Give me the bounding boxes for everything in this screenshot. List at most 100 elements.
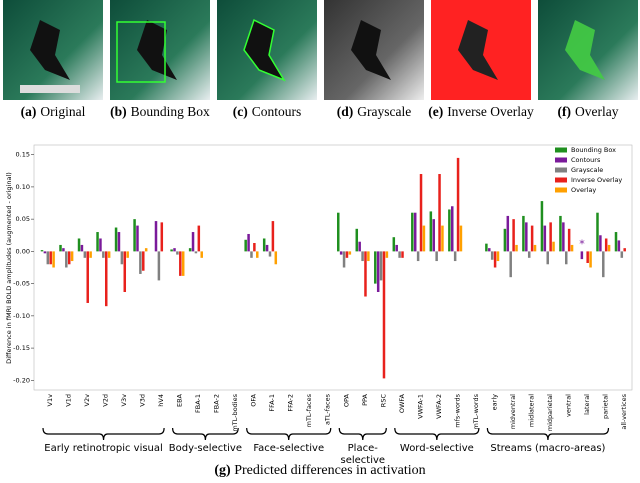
bar	[562, 222, 565, 252]
y-tick-label: -0.20	[13, 376, 30, 384]
bar	[432, 219, 435, 252]
x-tick-label: VWFA-2	[435, 394, 443, 419]
bar	[117, 232, 121, 252]
x-tick-label: aTL-faces	[324, 393, 332, 425]
images	[3, 0, 638, 100]
x-tick-label: V3d	[139, 394, 147, 407]
bar	[274, 251, 278, 265]
bar	[429, 211, 433, 252]
bar	[52, 251, 55, 268]
bar	[506, 215, 510, 252]
x-tick-label: OWFA	[398, 393, 406, 413]
x-tick-label: FFA-1	[268, 394, 276, 412]
bar	[451, 206, 454, 252]
bar	[614, 232, 618, 252]
panel-caption: (d) Grayscale	[321, 104, 427, 120]
bar	[355, 228, 359, 252]
bar	[485, 243, 488, 252]
bar	[416, 251, 420, 262]
bar	[253, 243, 256, 252]
bar	[509, 251, 512, 278]
bar	[65, 251, 68, 268]
x-tick-label: V3v	[120, 394, 128, 407]
bar	[256, 251, 259, 258]
bar	[435, 251, 438, 262]
y-tick-label: 0.10	[16, 183, 30, 191]
bar	[67, 251, 71, 265]
y-tick-label: 0.05	[16, 215, 30, 223]
bar	[503, 228, 507, 252]
group-label: Word-selective	[399, 443, 474, 454]
x-tick-label: VWFA-1	[416, 394, 424, 419]
bar	[345, 251, 349, 258]
x-tick-label: lateral	[583, 394, 591, 415]
bar	[527, 251, 531, 258]
bar	[107, 251, 111, 258]
x-tick-label: FBA-2	[213, 394, 221, 413]
bar	[139, 251, 142, 274]
x-tick-label: parietal	[601, 394, 609, 419]
panel-caption: (e) Inverse Overlay	[428, 104, 534, 120]
bar	[268, 251, 272, 257]
group-label: Face-selective	[253, 443, 325, 454]
image-d	[324, 0, 424, 100]
bar	[77, 238, 81, 252]
panel-caption: (a) Original	[0, 104, 106, 120]
bar	[200, 251, 203, 258]
bar	[589, 251, 592, 268]
bar	[46, 251, 50, 265]
bar	[493, 251, 497, 268]
annotation: *	[579, 237, 585, 250]
bar	[602, 251, 605, 278]
bar	[123, 251, 127, 292]
panel-text: Bounding Box	[130, 104, 210, 119]
bar	[490, 251, 494, 260]
bar	[586, 251, 589, 263]
bar	[96, 232, 99, 252]
bar	[552, 241, 555, 252]
bar	[456, 157, 460, 252]
bar	[525, 222, 528, 252]
x-tick-label: PPA	[361, 393, 369, 405]
bar	[247, 233, 250, 252]
bar	[559, 215, 562, 252]
bar	[244, 239, 247, 252]
bar	[173, 248, 176, 252]
bar	[570, 244, 574, 252]
bar	[522, 215, 525, 252]
image-e	[431, 0, 531, 100]
bar	[99, 238, 102, 252]
legend-swatch	[555, 157, 567, 163]
legend-label: Overlay	[571, 186, 596, 194]
group-label: Body-selective	[168, 443, 242, 454]
x-tick-label: midparietal	[546, 394, 554, 431]
x-tick-label: mTL-words	[472, 393, 480, 429]
bar	[126, 251, 129, 258]
image-f	[538, 0, 638, 100]
legend-label: Inverse Overlay	[571, 176, 622, 184]
bar	[62, 248, 65, 252]
caption-label: (g)	[214, 463, 231, 478]
x-tick-label: mTL-faces	[305, 393, 313, 427]
bar	[382, 251, 386, 379]
x-tick-label: V1v	[46, 394, 54, 407]
bar	[262, 238, 266, 252]
caption-text: Predicted differences in activation	[234, 463, 426, 478]
bar	[179, 251, 182, 276]
image-b	[110, 0, 210, 100]
x-tick-label: OPA	[342, 393, 350, 407]
bar	[546, 251, 549, 265]
bar	[567, 228, 571, 252]
group-bracket	[486, 427, 610, 441]
group-bracket	[172, 427, 239, 441]
bar	[120, 251, 124, 265]
bar	[395, 244, 398, 252]
bar	[374, 251, 377, 284]
x-tick-label: RSC	[379, 394, 387, 408]
x-tick-label: V2v	[83, 394, 91, 407]
bar	[604, 238, 608, 252]
x-tick-label: mfs-words	[453, 393, 461, 427]
bar	[188, 248, 192, 252]
bar	[89, 251, 92, 258]
